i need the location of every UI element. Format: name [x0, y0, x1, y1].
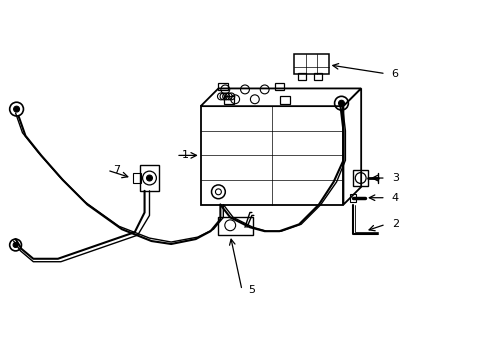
Bar [218, 82, 228, 90]
Circle shape [14, 106, 20, 112]
Text: 6: 6 [391, 69, 398, 79]
Bar [352, 170, 367, 186]
Circle shape [338, 100, 344, 106]
Circle shape [13, 243, 18, 247]
Text: 4: 4 [391, 193, 398, 203]
Bar [224, 96, 233, 104]
Bar [274, 82, 284, 90]
Polygon shape [343, 89, 361, 204]
Text: 1: 1 [182, 150, 188, 161]
Bar [132, 173, 141, 183]
Bar [140, 165, 159, 191]
Bar [298, 73, 305, 80]
Polygon shape [200, 89, 361, 106]
Text: 7: 7 [113, 165, 120, 175]
Bar [279, 96, 289, 104]
Bar [349, 194, 356, 202]
Text: 3: 3 [391, 173, 398, 183]
Circle shape [146, 175, 152, 181]
Bar [218, 217, 252, 235]
Bar [200, 106, 343, 204]
Bar [313, 73, 321, 80]
Text: 2: 2 [391, 219, 398, 229]
Text: 5: 5 [247, 285, 254, 295]
Bar [294, 54, 328, 74]
